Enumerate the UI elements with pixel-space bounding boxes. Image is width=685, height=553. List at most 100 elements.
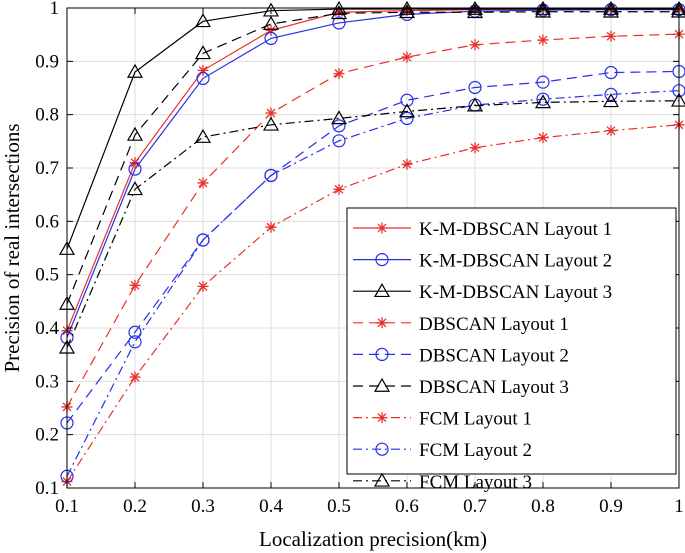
- y-tick-label: 0.8: [35, 105, 59, 126]
- data-point-marker: [333, 68, 345, 80]
- data-point-marker: [262, 116, 280, 131]
- data-point-marker: [330, 5, 348, 20]
- plot-series: [58, 0, 685, 488]
- legend-label: K-M-DBSCAN Layout 2: [419, 251, 612, 272]
- data-point-marker: [537, 34, 549, 46]
- data-point-marker: [466, 97, 484, 112]
- data-point-marker: [401, 158, 413, 170]
- data-point-marker: [537, 132, 549, 144]
- legend-marker: [375, 347, 389, 361]
- data-point-marker: [400, 111, 414, 126]
- legend-label: K-M-DBSCAN Layout 3: [419, 282, 612, 303]
- legend-marker: [376, 222, 388, 234]
- legend-entry: K-M-DBSCAN Layout 1: [353, 219, 612, 240]
- y-tick-label: 0.7: [35, 158, 59, 179]
- y-tick-label: 0.4: [35, 318, 59, 339]
- data-point-marker: [262, 15, 280, 30]
- data-point-marker: [604, 65, 618, 80]
- data-point-marker: [264, 31, 278, 46]
- data-point-marker: [398, 103, 416, 118]
- data-point-marker: [129, 279, 141, 291]
- data-point-marker: [330, 110, 348, 125]
- data-point-marker: [602, 3, 620, 18]
- data-point-marker: [605, 125, 617, 137]
- x-tick-label: 0.3: [191, 496, 215, 517]
- data-point-marker: [534, 3, 552, 18]
- data-point-marker: [466, 4, 484, 19]
- data-point-marker: [265, 107, 277, 119]
- series-line: [66, 9, 679, 338]
- legend-marker: [376, 412, 388, 424]
- data-point-marker: [129, 371, 141, 383]
- data-point-marker: [128, 162, 142, 176]
- legend: K-M-DBSCAN Layout 1 K-M-DBSCAN Layout 2 K-…: [346, 207, 677, 493]
- legend-box: [346, 207, 677, 475]
- data-point-marker: [265, 221, 277, 233]
- x-tick-label: 0.8: [531, 496, 555, 517]
- data-point-marker: [196, 233, 210, 247]
- legend-entry: K-M-DBSCAN Layout 3: [353, 282, 612, 303]
- data-point-marker: [197, 177, 209, 189]
- y-tick-label: 1: [50, 0, 60, 19]
- data-point-marker: [332, 134, 346, 148]
- legend-marker: [375, 442, 389, 456]
- legend-label: FCM Layout 2: [419, 440, 532, 461]
- series-8: [60, 84, 685, 483]
- legend-entry: DBSCAN Layout 3: [353, 377, 569, 398]
- series-line: [66, 11, 679, 305]
- data-point-marker: [197, 280, 209, 292]
- data-point-marker: [536, 75, 550, 89]
- data-point-marker: [604, 87, 618, 102]
- y-tick-label: 0.1: [35, 478, 59, 499]
- legend-entry: DBSCAN Layout 2: [353, 345, 569, 366]
- plot-frame: [66, 7, 680, 489]
- legend-entry: K-M-DBSCAN Layout 2: [353, 251, 612, 272]
- data-point-marker: [602, 93, 620, 108]
- series-line: [66, 100, 680, 348]
- data-point-marker: [128, 325, 142, 339]
- series-9: [58, 92, 685, 354]
- x-tick-label: 0.4: [259, 496, 283, 517]
- legend-marker: [376, 317, 388, 329]
- data-point-marker: [264, 168, 278, 183]
- series-line: [66, 124, 680, 482]
- data-point-marker: [194, 13, 212, 28]
- legend-label: FCM Layout 3: [419, 472, 532, 493]
- data-point-marker: [534, 94, 552, 109]
- data-point-marker: [469, 142, 481, 154]
- data-point-marker: [332, 119, 346, 133]
- legend-label: FCM Layout 1: [419, 409, 532, 430]
- legend-entry: FCM Layout 1: [353, 409, 532, 430]
- legend-marker: [373, 377, 391, 392]
- legend-entry: FCM Layout 2: [353, 440, 532, 461]
- y-tick-label: 0.6: [35, 211, 59, 232]
- series-line: [66, 90, 680, 477]
- x-tick-label: 0.2: [123, 496, 147, 517]
- x-tick-label: 0.7: [463, 496, 487, 517]
- legend-label: DBSCAN Layout 2: [419, 345, 569, 366]
- legend-entry: DBSCAN Layout 1: [353, 314, 569, 335]
- x-tick-label: 0.6: [395, 496, 419, 517]
- data-point-marker: [468, 80, 482, 95]
- y-tick-label: 0.5: [35, 265, 59, 286]
- data-point-marker: [126, 63, 144, 78]
- data-point-marker: [265, 24, 277, 36]
- data-point-marker: [469, 39, 481, 51]
- x-tick-label: 1: [674, 496, 684, 517]
- data-point-marker: [401, 51, 413, 63]
- legend-marker: [373, 282, 391, 298]
- data-point-marker: [333, 183, 345, 195]
- x-axis-label: Localization precision(km): [259, 527, 487, 551]
- legend-marker: [375, 253, 389, 267]
- series-line: [66, 8, 679, 250]
- data-point-marker: [126, 181, 144, 196]
- series-line: [66, 33, 680, 408]
- y-tick-label: 0.2: [35, 425, 59, 446]
- data-point-marker: [398, 4, 416, 19]
- x-tick-label: 0.5: [327, 496, 351, 517]
- legend-marker: [373, 472, 391, 487]
- data-point-marker: [536, 92, 550, 106]
- data-point-marker: [128, 335, 142, 349]
- x-tick-label: 0.1: [55, 496, 79, 517]
- data-point-marker: [197, 64, 209, 76]
